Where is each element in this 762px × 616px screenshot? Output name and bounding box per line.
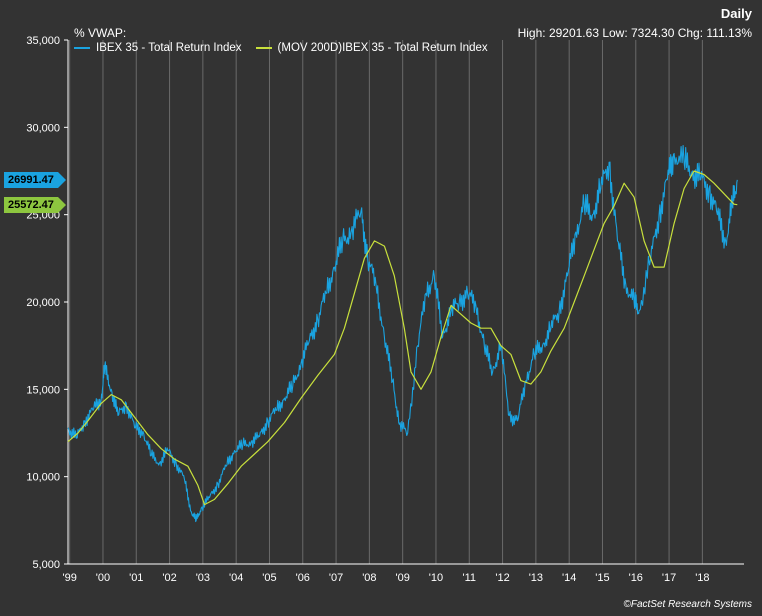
vwap-label: % VWAP:	[74, 26, 127, 40]
x-tick-label: '99	[62, 572, 76, 584]
y-tick-label: 30,000	[26, 122, 60, 134]
last-ma-tag: 25572.47	[4, 196, 66, 213]
legend-item-price[interactable]: IBEX 35 - Total Return Index	[74, 42, 242, 54]
chart-title: Daily	[720, 6, 752, 21]
x-tick-label: '18	[695, 572, 709, 584]
x-tick-label: '17	[662, 572, 676, 584]
x-tick-label: '16	[629, 572, 643, 584]
y-tick-label: 20,000	[26, 297, 60, 309]
credit-text: ©FactSet Research Systems	[623, 599, 752, 610]
grid-lines	[69, 40, 703, 564]
y-tick-label: 15,000	[26, 384, 60, 396]
legend-swatch-price	[74, 47, 90, 49]
y-tick-label: 35,000	[26, 35, 60, 47]
x-tick-label: '08	[362, 572, 376, 584]
legend-label-ma: (MOV 200D)IBEX 35 - Total Return Index	[277, 42, 488, 54]
y-tick-label: 25,000	[26, 210, 60, 222]
x-tick-label: '09	[395, 572, 409, 584]
axes: '99 '00 '01 '02 '03 '04 '05 '06 '07 '08 '09 '10 '11 '…	[26, 35, 744, 584]
x-tick-label: '03	[196, 572, 210, 584]
chart-stats: High: 29201.63 Low: 7324.30 Chg: 111.13%	[517, 26, 752, 40]
x-tick-label: '12	[495, 572, 509, 584]
x-tick-label: '14	[562, 572, 576, 584]
legend-swatch-ma	[255, 47, 272, 49]
x-tick-label: '01	[129, 572, 143, 584]
x-tick-label: '05	[262, 572, 276, 584]
x-tick-label: '11	[463, 572, 477, 584]
y-tick-label: 5,000	[32, 559, 60, 571]
x-tick-label: '10	[429, 572, 443, 584]
x-tick-label: '06	[296, 572, 310, 584]
x-tick-label: '07	[329, 572, 343, 584]
x-tick-label: '15	[595, 572, 609, 584]
series-line-price	[67, 144, 738, 523]
x-tick-label: '04	[229, 572, 243, 584]
legend: IBEX 35 - Total Return Index (MOV 200D)I…	[74, 42, 488, 54]
legend-item-ma[interactable]: (MOV 200D)IBEX 35 - Total Return Index	[255, 42, 488, 54]
x-tick-label: '02	[162, 572, 176, 584]
x-tick-label: '13	[529, 572, 543, 584]
x-tick-label: '00	[96, 572, 110, 584]
series-lines	[67, 144, 738, 523]
legend-label-price: IBEX 35 - Total Return Index	[96, 42, 242, 54]
y-tick-label: 10,000	[26, 472, 60, 484]
last-price-tag: 26991.47	[4, 171, 66, 188]
series-line-ma200	[67, 170, 738, 506]
